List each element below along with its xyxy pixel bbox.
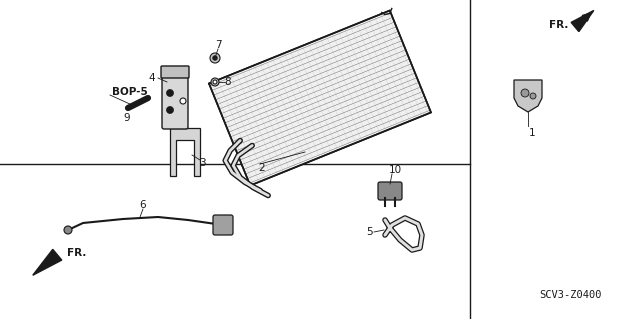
Text: 7: 7 bbox=[214, 40, 221, 50]
Text: 8: 8 bbox=[225, 77, 231, 87]
Text: 1: 1 bbox=[529, 128, 535, 138]
Circle shape bbox=[212, 56, 218, 61]
Text: FR.: FR. bbox=[548, 20, 568, 30]
Circle shape bbox=[64, 226, 72, 234]
Text: 10: 10 bbox=[388, 165, 401, 175]
Text: FR.: FR. bbox=[67, 248, 86, 258]
Polygon shape bbox=[33, 249, 61, 275]
Text: 3: 3 bbox=[198, 158, 205, 168]
Text: 9: 9 bbox=[124, 113, 131, 123]
Text: 6: 6 bbox=[140, 200, 147, 210]
FancyBboxPatch shape bbox=[213, 215, 233, 235]
Polygon shape bbox=[170, 128, 200, 176]
Circle shape bbox=[211, 78, 219, 86]
Circle shape bbox=[166, 107, 173, 114]
Circle shape bbox=[530, 93, 536, 99]
FancyBboxPatch shape bbox=[161, 66, 189, 78]
FancyBboxPatch shape bbox=[162, 73, 188, 129]
Circle shape bbox=[180, 98, 186, 104]
Circle shape bbox=[166, 90, 173, 97]
Text: BOP-5: BOP-5 bbox=[112, 87, 148, 97]
Polygon shape bbox=[209, 11, 431, 186]
Circle shape bbox=[210, 53, 220, 63]
Text: 2: 2 bbox=[259, 163, 266, 173]
FancyBboxPatch shape bbox=[378, 182, 402, 200]
Polygon shape bbox=[514, 80, 542, 112]
Text: SCV3-Z0400: SCV3-Z0400 bbox=[539, 290, 601, 300]
Text: 4: 4 bbox=[148, 73, 156, 83]
Circle shape bbox=[521, 89, 529, 97]
Circle shape bbox=[213, 80, 217, 84]
Polygon shape bbox=[571, 11, 594, 32]
Text: 5: 5 bbox=[366, 227, 373, 237]
